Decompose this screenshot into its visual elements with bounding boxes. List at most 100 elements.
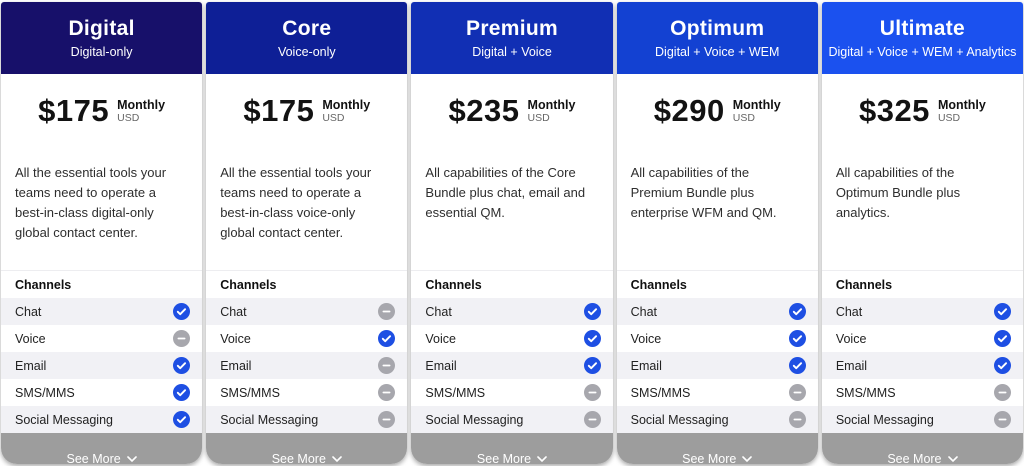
check-icon	[994, 357, 1012, 374]
currency-symbol: $	[653, 93, 672, 128]
currency-code: USD	[322, 112, 345, 125]
feature-row: Email	[821, 352, 1024, 379]
feature-label: Social Messaging	[425, 412, 524, 427]
feature-rows: Chat Voice Email SMS/MMS	[616, 298, 818, 433]
check-icon	[583, 357, 601, 374]
check-icon	[788, 357, 806, 374]
dash-icon	[583, 411, 601, 428]
price-block: $290 Monthly USD	[617, 74, 818, 148]
feature-row: SMS/MMS	[206, 379, 407, 406]
see-more-label: See More	[476, 452, 532, 464]
plan-header: Digital Digital-only	[1, 2, 203, 74]
dash-icon	[583, 384, 601, 401]
feature-row: Social Messaging	[616, 406, 818, 433]
see-more-button[interactable]: See More	[616, 433, 818, 464]
plan-description: All capabilities of the Optimum Bundle p…	[835, 165, 961, 221]
dash-icon	[788, 411, 806, 428]
price-meta: Monthly USD	[528, 98, 576, 124]
see-more-button[interactable]: See More	[821, 433, 1024, 464]
feature-label: SMS/MMS	[15, 385, 75, 400]
feature-label: Email	[630, 358, 662, 373]
feature-label: Chat	[630, 304, 658, 319]
check-icon	[994, 330, 1012, 347]
check-icon	[788, 330, 806, 347]
plan-header: Premium Digital + Voice	[411, 2, 613, 74]
feature-label: Voice	[220, 331, 251, 346]
plan-title: Digital	[68, 17, 135, 40]
plan-price: $325	[859, 93, 930, 129]
chevron-down-icon	[742, 456, 753, 463]
check-icon	[583, 303, 601, 320]
check-icon	[173, 384, 191, 401]
dash-icon	[378, 384, 396, 401]
check-icon	[173, 411, 191, 428]
price-meta: Monthly USD	[117, 98, 165, 124]
billing-period: Monthly	[937, 97, 986, 112]
feature-label: Chat	[835, 304, 863, 319]
see-more-button[interactable]: See More	[1, 433, 203, 464]
chevron-down-icon	[947, 456, 958, 463]
feature-label: Chat	[15, 304, 42, 319]
plan-description: All the essential tools your teams need …	[220, 165, 372, 241]
feature-row: Voice	[411, 325, 612, 352]
plan-header: Core Voice-only	[206, 2, 408, 74]
check-icon	[583, 330, 601, 347]
plan-description: All capabilities of the Core Bundle plus…	[425, 165, 586, 221]
check-icon	[994, 303, 1012, 320]
currency-code: USD	[732, 112, 755, 125]
feature-label: Voice	[630, 331, 662, 346]
feature-label: SMS/MMS	[425, 385, 486, 400]
feature-row: Email	[411, 352, 613, 379]
features-heading: Channels	[616, 270, 818, 298]
check-icon	[173, 357, 191, 374]
feature-label: Voice	[15, 331, 46, 346]
feature-row: Social Messaging	[206, 406, 408, 433]
chevron-down-icon	[126, 456, 137, 463]
billing-period: Monthly	[732, 97, 781, 112]
feature-row: Voice	[822, 325, 1023, 352]
plan-header: Ultimate Digital + Voice + WEM + Analyti…	[821, 2, 1024, 74]
feature-row: SMS/MMS	[1, 379, 202, 406]
plan-subtitle: Digital + Voice + WEM + Analytics	[828, 45, 1017, 59]
check-icon	[378, 330, 396, 347]
price-block: $175 Monthly USD	[206, 74, 407, 148]
see-more-label: See More	[682, 452, 737, 464]
feature-row: Email	[206, 352, 408, 379]
features-heading: Channels	[206, 270, 408, 298]
plan-subtitle: Digital-only	[70, 45, 133, 59]
plan-title: Premium	[466, 17, 558, 40]
see-more-button[interactable]: See More	[206, 433, 408, 464]
currency-code: USD	[117, 112, 140, 125]
price-block: $235 Monthly USD	[411, 74, 612, 148]
billing-period: Monthly	[117, 97, 166, 112]
feature-label: Email	[835, 358, 868, 373]
plan-price: $235	[449, 93, 520, 129]
dash-icon	[994, 384, 1012, 401]
features-heading: Channels	[821, 270, 1024, 298]
feature-row: Social Messaging	[1, 406, 203, 433]
see-more-label: See More	[271, 452, 326, 464]
chevron-down-icon	[332, 456, 342, 463]
feature-rows: Chat Voice Email SMS/MMS	[821, 298, 1024, 433]
price-amount: 235	[466, 93, 520, 128]
plan-subtitle: Voice-only	[277, 45, 336, 59]
feature-row: SMS/MMS	[822, 379, 1023, 406]
price-meta: Monthly USD	[938, 98, 986, 124]
feature-row: Email	[616, 352, 818, 379]
feature-label: Email	[15, 358, 47, 373]
feature-label: Voice	[835, 331, 867, 346]
feature-row: Social Messaging	[411, 406, 613, 433]
see-more-button[interactable]: See More	[411, 433, 613, 464]
plan-title: Core	[282, 17, 332, 40]
dash-icon	[378, 303, 396, 320]
price-block: $175 Monthly USD	[1, 74, 202, 148]
feature-row: SMS/MMS	[617, 379, 818, 406]
feature-label: Social Messaging	[220, 412, 319, 427]
plan-title: Optimum	[670, 17, 765, 40]
plan-header: Optimum Digital + Voice + WEM	[616, 2, 818, 74]
feature-row: SMS/MMS	[411, 379, 612, 406]
dash-icon	[173, 330, 191, 347]
feature-row: Chat	[206, 298, 408, 325]
feature-label: SMS/MMS	[220, 385, 280, 400]
